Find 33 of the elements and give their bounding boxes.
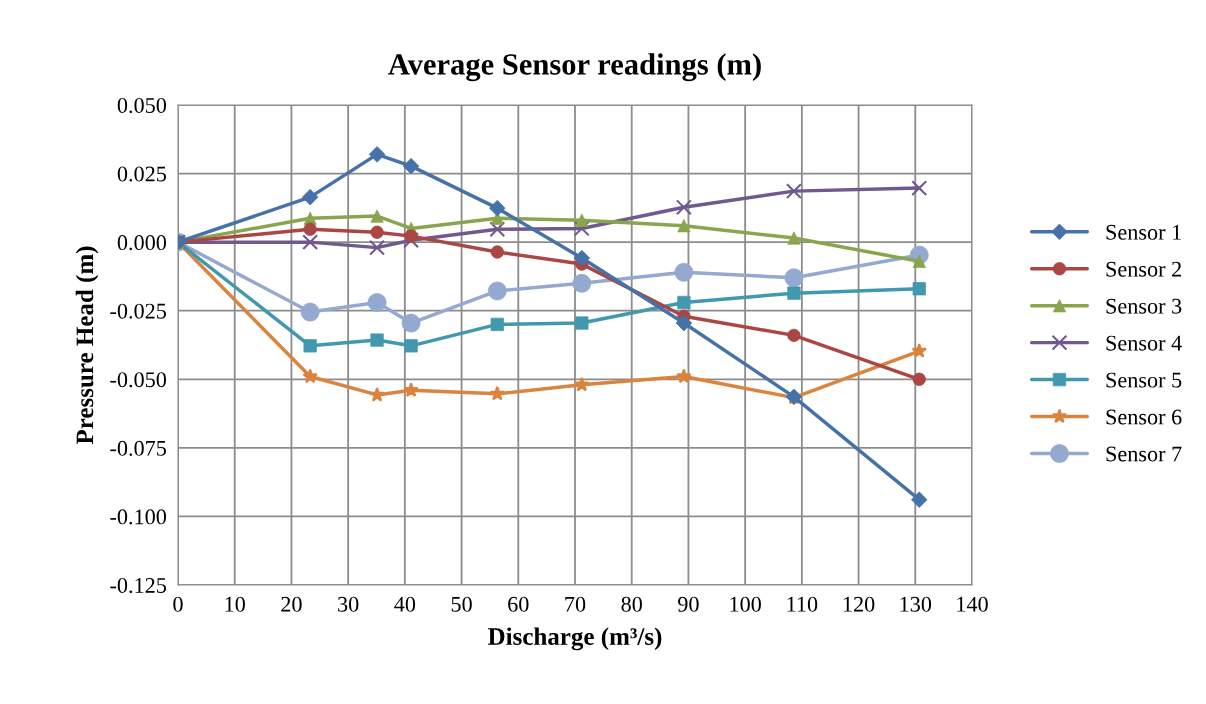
x-tick-label: 90 bbox=[678, 596, 699, 612]
y-tick-label: 0.050 bbox=[117, 97, 167, 114]
legend-label: Sensor 5 bbox=[1106, 372, 1182, 388]
y-tick-label: -0.125 bbox=[110, 577, 167, 594]
x-tick-label: 0 bbox=[173, 596, 183, 612]
x-tick-label: 40 bbox=[394, 596, 416, 612]
y-tick-label: 0.000 bbox=[117, 235, 167, 251]
x-tick-label: 50 bbox=[451, 596, 472, 612]
y-tick-label: -0.100 bbox=[110, 509, 167, 525]
x-axis-title: Discharge (m³/s) bbox=[488, 627, 662, 651]
y-axis-title: Pressure Head (m) bbox=[75, 246, 99, 445]
y-tick-label: -0.025 bbox=[110, 303, 167, 319]
legend-label: Sensor 7 bbox=[1106, 446, 1182, 462]
x-tick-label: 30 bbox=[338, 596, 359, 612]
y-tick-label: -0.075 bbox=[110, 440, 167, 456]
x-tick-label: 130 bbox=[900, 596, 932, 612]
legend-label: Sensor 1 bbox=[1106, 224, 1181, 240]
x-tick-label: 140 bbox=[957, 596, 988, 612]
y-tick-label: -0.050 bbox=[110, 372, 167, 388]
x-tick-label: 20 bbox=[281, 596, 302, 612]
legend-label: Sensor 4 bbox=[1106, 335, 1182, 351]
x-tick-label: 110 bbox=[787, 596, 818, 612]
x-tick-label: 80 bbox=[621, 596, 642, 612]
chart-title: Average Sensor readings (m) bbox=[388, 53, 761, 82]
x-tick-label: 10 bbox=[225, 596, 245, 612]
y-tick-label: 0.025 bbox=[117, 166, 167, 182]
legend-label: Sensor 6 bbox=[1106, 409, 1182, 425]
x-tick-label: 70 bbox=[565, 596, 586, 612]
x-tick-label: 100 bbox=[730, 596, 761, 612]
legend-label: Sensor 3 bbox=[1106, 298, 1182, 314]
x-tick-label: 60 bbox=[508, 596, 529, 612]
legend-label: Sensor 2 bbox=[1106, 261, 1181, 277]
x-tick-label: 120 bbox=[843, 596, 875, 612]
